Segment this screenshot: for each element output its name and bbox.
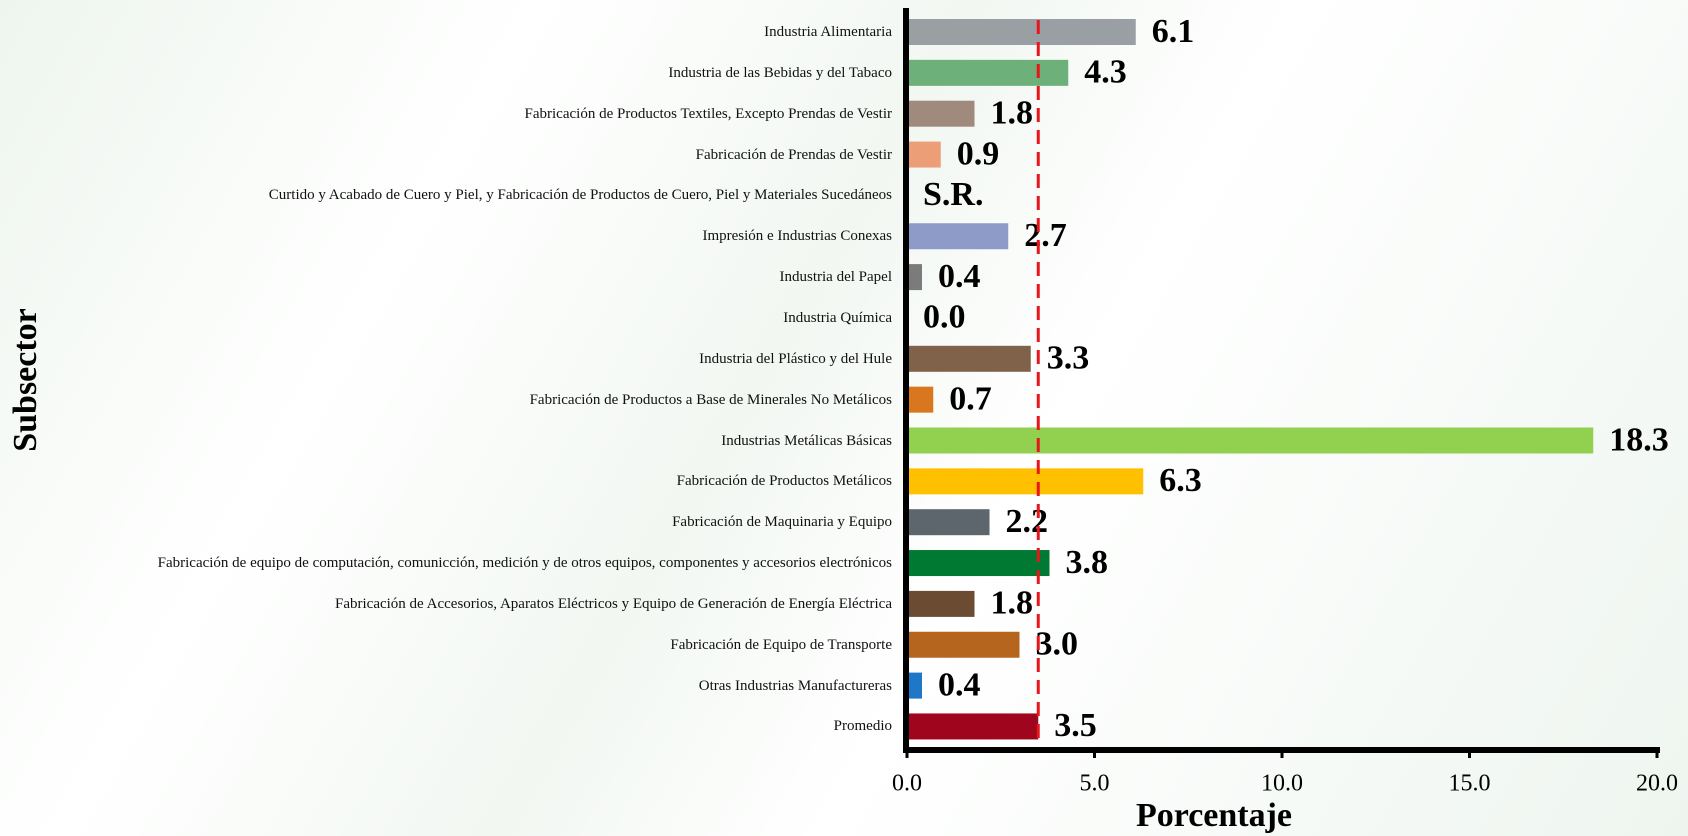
value-label: 3.8 (1066, 544, 1109, 581)
category-label: Fabricación de Equipo de Transporte (670, 636, 892, 653)
value-label: 2.7 (1024, 217, 1067, 254)
bar (907, 509, 990, 536)
value-label: 18.3 (1609, 421, 1669, 458)
value-label: 6.1 (1152, 13, 1195, 50)
bar (907, 550, 1050, 577)
value-label: 0.0 (923, 299, 966, 336)
category-label: Curtido y Acabado de Cuero y Piel, y Fab… (268, 187, 892, 204)
bar (907, 100, 975, 127)
x-axis-title: Porcentaje (1136, 797, 1292, 834)
x-tick-label: 10.0 (1261, 771, 1303, 797)
bar (907, 59, 1069, 86)
bar (907, 223, 1009, 250)
category-label: Fabricación de Productos a Base de Miner… (529, 391, 892, 408)
bar (907, 264, 922, 291)
value-label: 0.7 (949, 380, 992, 417)
category-label: Industria de las Bebidas y del Tabaco (668, 64, 892, 81)
value-label: 0.4 (938, 258, 981, 295)
category-label: Industria Química (783, 309, 892, 326)
bar (907, 427, 1594, 454)
category-label: Fabricación de Accesorios, Aparatos Eléc… (335, 595, 892, 612)
category-label: Fabricación de equipo de computación, co… (157, 555, 892, 572)
value-label: 0.4 (938, 666, 981, 703)
bar (907, 19, 1136, 45)
category-label: Otras Industrias Manufactureras (698, 677, 892, 694)
category-label: Promedio (833, 718, 892, 735)
category-label: Industria del Papel (779, 269, 892, 286)
value-label: 1.8 (991, 94, 1034, 131)
bar (907, 468, 1144, 495)
category-label: Industria del Plástico y del Hule (699, 350, 892, 367)
x-tick-label: 5.0 (1080, 771, 1110, 797)
bar (907, 345, 1031, 372)
category-label: Industria Alimentaria (764, 24, 892, 40)
category-label: Industrias Metálicas Básicas (721, 432, 892, 449)
value-label: 6.3 (1159, 462, 1202, 499)
value-label: 1.8 (991, 585, 1034, 622)
value-label: S.R. (923, 176, 983, 213)
category-label: Fabricación de Maquinaria y Equipo (672, 514, 892, 531)
value-label: 4.3 (1084, 54, 1127, 91)
bar (907, 386, 934, 413)
x-tick-label: 20.0 (1636, 771, 1678, 797)
value-label: 2.2 (1006, 503, 1049, 540)
value-label: 3.0 (1036, 626, 1079, 663)
category-label: Impresión e Industrias Conexas (702, 228, 892, 245)
x-tick-label: 15.0 (1449, 771, 1491, 797)
value-label: 3.3 (1047, 340, 1090, 377)
bar (907, 631, 1020, 658)
bar (907, 590, 975, 617)
category-label: Fabricación de Productos Metálicos (676, 473, 892, 490)
value-label: 3.5 (1054, 707, 1097, 744)
bar (907, 141, 941, 168)
x-tick-label: 0.0 (892, 771, 922, 797)
bar (907, 672, 922, 699)
category-label: Fabricación de Prendas de Vestir (695, 146, 892, 163)
bar (907, 713, 1039, 740)
y-axis-title: Subsector (7, 308, 44, 452)
category-label: Fabricación de Productos Textiles, Excep… (524, 105, 892, 122)
value-label: 0.9 (957, 135, 1000, 172)
